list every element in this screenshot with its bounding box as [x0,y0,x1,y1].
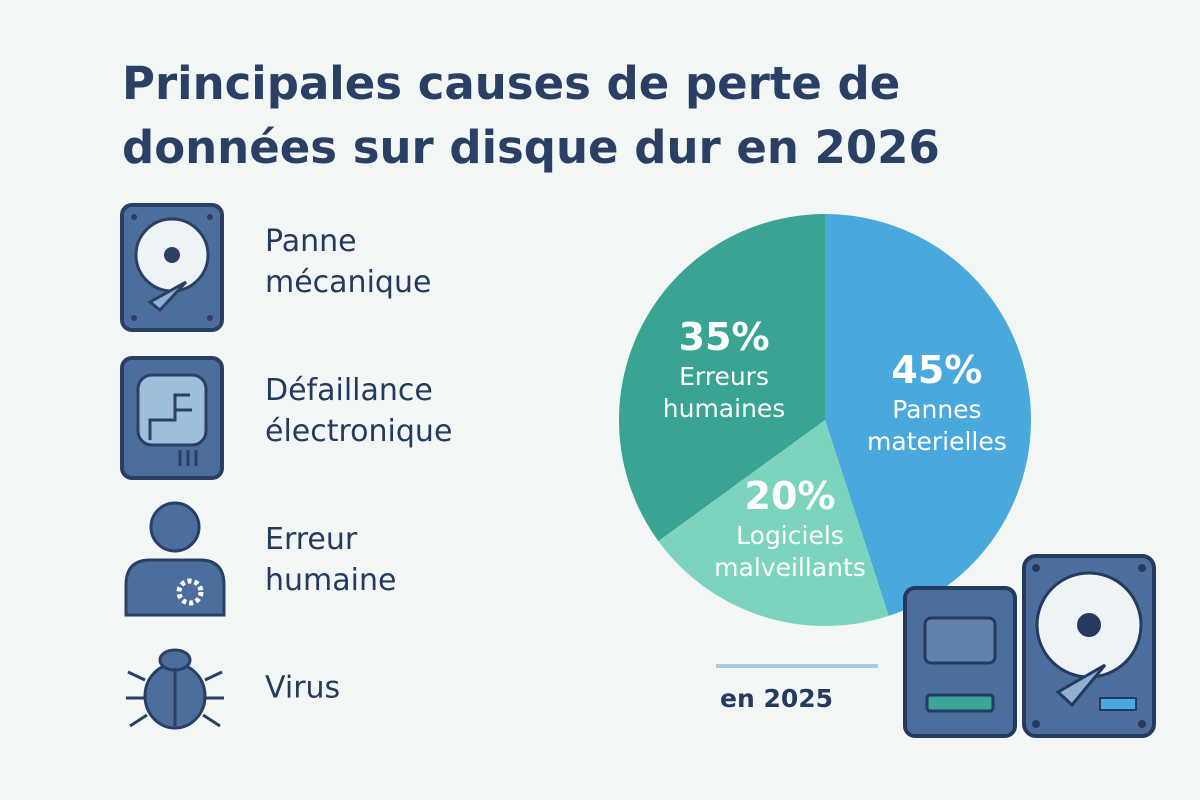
hdd-icon [120,203,224,332]
hdd-illustration [1022,554,1156,738]
cause-label: Défaillance électronique [265,373,453,449]
category-label: Erreurs humaines [662,361,786,423]
category-label: Logiciels malveillants [714,520,866,582]
slice-label: 20% Logiciels malveillants [714,472,866,584]
category-label: Pannes materielles [867,395,1007,457]
value-label: 35% [678,314,770,359]
ssd-illustration [903,586,1017,738]
pie-slice [619,214,825,542]
pie-slice [825,214,1031,616]
pie-slice [658,420,889,626]
pie [619,214,1031,626]
cause-label: Virus [265,670,341,706]
value-label: 20% [744,473,836,518]
person-icon [124,501,226,617]
slice-label: 35% Erreurs humaines [663,313,786,425]
slice-label: 45% Pannes materielles [867,346,1007,458]
cause-label: Erreur humaine [265,522,397,598]
electronics-icon [120,356,224,480]
bug-icon [126,648,224,730]
caption: en 2025 [720,684,834,713]
value-label: 45% [891,348,983,393]
title: Principales causes de perte de données s… [122,57,940,174]
cause-label: Panne mécanique [265,224,432,300]
